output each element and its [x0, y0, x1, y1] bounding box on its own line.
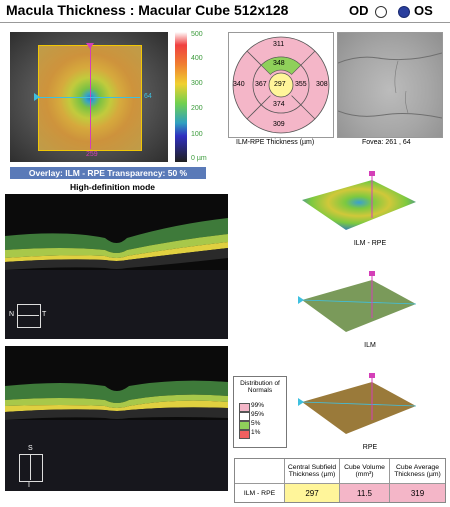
surface-rpe-label: RPE — [362, 444, 378, 451]
thickness-color-scale — [175, 32, 187, 162]
nasal-label: N — [9, 311, 15, 318]
legend-swatch — [239, 403, 250, 412]
table-cell: 319 — [390, 484, 445, 502]
legend-label: 1% — [251, 429, 261, 436]
scale-label: 0 µm — [191, 155, 207, 162]
os-label: OS — [414, 3, 433, 18]
etdrs-outer-temporal: 340 — [233, 81, 245, 88]
surface-ilm-rpe-label: ILM - RPE — [353, 240, 387, 247]
etdrs-outer-superior: 311 — [273, 41, 285, 48]
temporal-label: T — [42, 311, 47, 318]
fovea-fundus-image[interactable] — [337, 32, 443, 138]
surface-rpe[interactable] — [298, 372, 418, 442]
etdrs-grid-panel: 311 309 340 308 348 374 367 355 297 — [228, 32, 334, 138]
surface-rpe-plot — [298, 373, 417, 434]
os-radio[interactable] — [398, 6, 410, 18]
surface-ilm[interactable] — [298, 270, 418, 340]
table-cell: 297 — [285, 484, 340, 502]
legend-swatch — [239, 421, 250, 430]
superior-label: S — [28, 445, 33, 452]
od-label: OD — [349, 3, 369, 18]
horizontal-scan-line[interactable] — [38, 97, 140, 98]
h-marker-value: 64 — [144, 93, 152, 100]
legend-label: 95% — [251, 411, 265, 418]
scale-label: 500 — [191, 31, 203, 38]
etdrs-grid — [232, 36, 330, 134]
fovea-caption: Fovea: 261 , 64 — [362, 139, 411, 146]
legend-label: 5% — [251, 420, 261, 427]
table-header: Cube Average Thickness (µm) — [390, 459, 445, 484]
legend-swatch — [239, 412, 250, 421]
orientation-box — [19, 454, 43, 482]
bscan-vertical-image — [5, 346, 228, 491]
page-title: Macula Thickness : Macular Cube 512x128 — [6, 2, 289, 18]
surface-ilm-plot — [298, 271, 417, 332]
etdrs-outer-inferior: 309 — [273, 121, 285, 128]
overlay-settings-bar[interactable]: Overlay: ILM - RPE Transparency: 50 % — [10, 167, 206, 179]
horizontal-marker-icon[interactable] — [34, 93, 40, 101]
hd-mode-label: High-definition mode — [70, 182, 155, 192]
scale-label: 400 — [191, 55, 203, 62]
etdrs-inner-superior: 348 — [273, 60, 285, 67]
scale-label: 100 — [191, 131, 203, 138]
bscan-vertical[interactable]: S I — [5, 346, 228, 491]
table-corner-cell — [235, 459, 285, 484]
surface-ilm-rpe[interactable] — [298, 170, 418, 240]
surface-ilm-rpe-plot — [302, 171, 416, 230]
thickness-heatmap[interactable]: 64 259 — [10, 32, 168, 162]
legend-swatch — [239, 430, 250, 439]
orientation-box — [17, 304, 41, 328]
table-row-label: ILM - RPE — [235, 484, 285, 502]
distribution-legend: Distribution of Normals 99% 95% 5% 1% — [233, 376, 287, 448]
distribution-title: Distribution of Normals — [240, 380, 280, 394]
etdrs-inner-temporal: 367 — [255, 81, 267, 88]
table-header: Cube Volume (mm³) — [340, 459, 390, 484]
bscan-horizontal-image — [5, 194, 228, 339]
table-header: Central Subfield Thickness (µm) — [285, 459, 340, 484]
etdrs-outer-nasal: 308 — [316, 81, 328, 88]
table-cell: 11.5 — [340, 484, 390, 502]
legend-label: 99% — [251, 402, 265, 409]
summary-table: Central Subfield Thickness (µm) Cube Vol… — [234, 458, 446, 503]
title-bar — [0, 0, 450, 23]
inferior-label: I — [28, 482, 30, 489]
etdrs-inner-nasal: 355 — [295, 81, 307, 88]
retinal-vessels — [337, 52, 443, 119]
etdrs-inner-inferior: 374 — [273, 101, 285, 108]
orientation-line — [17, 315, 39, 316]
orientation-line — [30, 454, 31, 480]
v-marker-value: 259 — [86, 151, 98, 158]
scale-label: 200 — [191, 105, 203, 112]
scale-label: 300 — [191, 80, 203, 87]
etdrs-center: 297 — [274, 81, 286, 88]
vertical-marker-icon[interactable] — [86, 43, 94, 49]
od-radio[interactable] — [375, 6, 387, 18]
surface-ilm-label: ILM — [364, 342, 376, 349]
bscan-horizontal[interactable]: N T — [5, 194, 228, 339]
etdrs-caption: ILM-RPE Thickness (µm) — [236, 139, 315, 146]
